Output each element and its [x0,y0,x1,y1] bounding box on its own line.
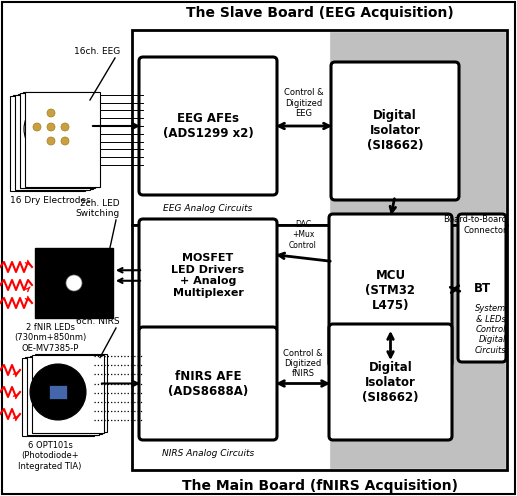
Text: 6 OPT101s
(Photodiode+
Integrated TIA): 6 OPT101s (Photodiode+ Integrated TIA) [18,441,82,471]
Circle shape [61,137,69,145]
FancyBboxPatch shape [24,357,97,435]
Circle shape [61,123,69,131]
Text: Digital
Isolator
(SI8662): Digital Isolator (SI8662) [367,110,423,152]
Text: EEG AFEs
(ADS1299 x2): EEG AFEs (ADS1299 x2) [163,112,253,140]
Text: 6ch. NIRS: 6ch. NIRS [77,317,120,326]
Circle shape [47,137,55,145]
Text: System
& LEDs
Control
Digital
Circuits: System & LEDs Control Digital Circuits [475,304,506,355]
Text: DAC
+Mux
Control: DAC +Mux Control [289,220,317,249]
FancyBboxPatch shape [35,354,107,432]
FancyBboxPatch shape [10,96,85,191]
Text: MOSFET
LED Drivers
+ Analog
Multiplexer: MOSFET LED Drivers + Analog Multiplexer [172,253,245,298]
Text: 16ch. EEG: 16ch. EEG [74,47,120,56]
FancyBboxPatch shape [139,219,277,332]
FancyBboxPatch shape [329,214,452,367]
Circle shape [33,123,41,131]
FancyBboxPatch shape [23,92,98,187]
Text: The Main Board (fNIRS Acquisition): The Main Board (fNIRS Acquisition) [181,479,458,493]
FancyBboxPatch shape [139,57,277,195]
Circle shape [30,364,86,420]
FancyBboxPatch shape [12,95,87,190]
FancyBboxPatch shape [35,248,113,318]
FancyBboxPatch shape [329,324,452,440]
FancyBboxPatch shape [27,357,99,434]
Text: Digital
Isolator
(SI8662): Digital Isolator (SI8662) [362,361,419,404]
Circle shape [66,275,82,291]
FancyBboxPatch shape [132,30,507,225]
Text: 16 Dry Electrodes: 16 Dry Electrodes [10,196,90,205]
FancyBboxPatch shape [32,355,104,433]
Text: Board-to-Board
Connector: Board-to-Board Connector [443,215,507,235]
Text: 2 fNIR LEDs
(730nm+850nm)
OE-MV7385-P: 2 fNIR LEDs (730nm+850nm) OE-MV7385-P [14,323,86,353]
Text: 2ch. LED
Switching: 2ch. LED Switching [76,198,120,218]
Circle shape [47,109,55,117]
Text: BT: BT [474,282,491,295]
FancyBboxPatch shape [22,358,94,436]
Text: Control &
Digitized
EEG: Control & Digitized EEG [284,88,324,118]
FancyBboxPatch shape [331,62,459,200]
FancyBboxPatch shape [330,32,505,223]
FancyBboxPatch shape [18,94,93,189]
FancyBboxPatch shape [20,93,95,188]
FancyBboxPatch shape [15,95,90,189]
FancyBboxPatch shape [49,385,67,399]
Text: MCU
(STM32
L475): MCU (STM32 L475) [366,269,416,312]
Text: Control &
Digitized
fNIRS: Control & Digitized fNIRS [283,349,323,378]
Text: The Slave Board (EEG Acquisition): The Slave Board (EEG Acquisition) [186,6,453,20]
FancyBboxPatch shape [25,91,100,186]
Text: NIRS Analog Circuits: NIRS Analog Circuits [162,449,254,458]
Circle shape [47,123,55,131]
Text: EEG Analog Circuits: EEG Analog Circuits [163,204,253,213]
FancyBboxPatch shape [458,214,506,362]
FancyBboxPatch shape [29,356,101,434]
FancyBboxPatch shape [139,327,277,440]
FancyBboxPatch shape [132,225,507,470]
Text: fNIRS AFE
(ADS8688A): fNIRS AFE (ADS8688A) [168,370,248,397]
Circle shape [24,101,80,157]
FancyBboxPatch shape [330,227,505,468]
